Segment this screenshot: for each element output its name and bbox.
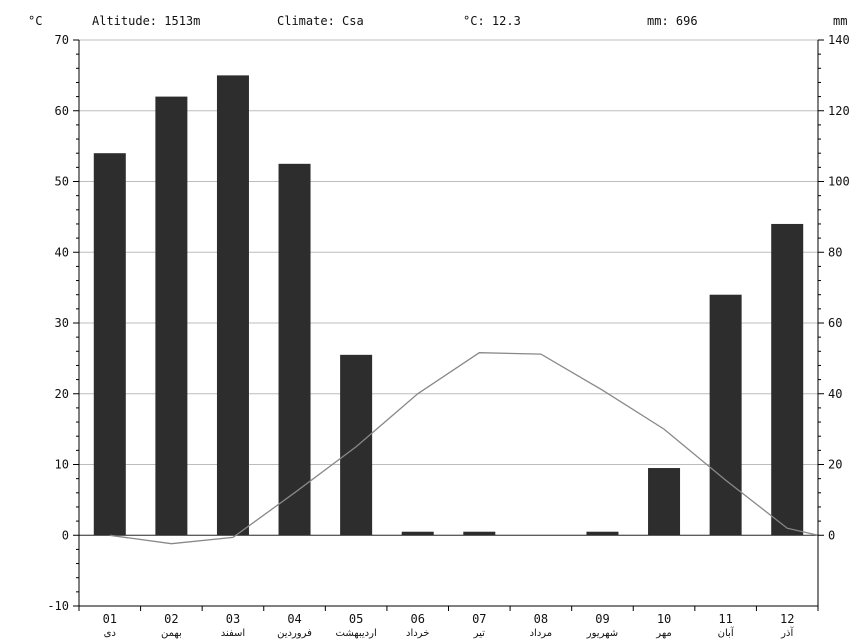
climate-label: Climate: Csa — [277, 14, 364, 28]
right-tick-label: 140 — [828, 33, 850, 47]
precip-bar — [278, 163, 311, 536]
month-name-label: آذر — [780, 626, 794, 639]
precip-bar — [340, 354, 373, 536]
right-tick-label: 80 — [828, 245, 842, 259]
right-tick-label: 20 — [828, 458, 842, 472]
month-name-label: تیر — [473, 628, 486, 639]
precip-bar — [93, 153, 126, 536]
month-number-label: 06 — [410, 612, 424, 626]
precip-bar — [155, 96, 188, 536]
precipitation-bars — [93, 75, 804, 536]
month-number-label: 09 — [595, 612, 609, 626]
right-tick-label: 100 — [828, 175, 850, 189]
precip-bar — [586, 531, 619, 536]
left-tick-label: -10 — [47, 599, 69, 613]
month-number-label: 05 — [349, 612, 363, 626]
precip-bar — [401, 531, 434, 536]
left-tick-label: 20 — [55, 387, 69, 401]
precip-bar — [463, 531, 496, 536]
temperature-line — [109, 352, 819, 545]
month-name-label: آبان — [718, 626, 735, 639]
left-tick-label: 10 — [55, 458, 69, 472]
month-name-label: شهریور — [586, 628, 618, 639]
precip-bar — [648, 468, 681, 536]
left-tick-label: 60 — [55, 104, 69, 118]
month-number-label: 11 — [718, 612, 732, 626]
precip-bar — [709, 294, 742, 536]
month-name-label: بهمن — [161, 628, 182, 639]
month-number-label: 08 — [534, 612, 548, 626]
month-number-label: 01 — [103, 612, 117, 626]
month-name-label: اسفند — [221, 628, 245, 639]
right-tick-label: 120 — [828, 104, 850, 118]
month-name-label: اردیبهشت — [336, 628, 377, 639]
altitude-label: Altitude: 1513m — [92, 14, 200, 28]
axes — [73, 39, 824, 611]
left-tick-label: 50 — [55, 175, 69, 189]
gridlines — [79, 39, 818, 536]
month-name-label: دی — [104, 628, 116, 639]
right-tick-label: 0 — [828, 528, 835, 542]
temperature-polyline — [109, 352, 819, 545]
left-unit-label: °C — [28, 14, 42, 28]
month-number-label: 10 — [657, 612, 671, 626]
left-tick-label: 40 — [55, 245, 69, 259]
month-name-label: فروردین — [277, 628, 312, 639]
month-number-label: 03 — [226, 612, 240, 626]
month-number-label: 04 — [287, 612, 301, 626]
tick-labels: -1001020304050607002040608010012014001دی… — [47, 33, 849, 639]
right-tick-label: 40 — [828, 387, 842, 401]
precip-bar — [216, 75, 249, 536]
month-number-label: 07 — [472, 612, 486, 626]
left-tick-label: 70 — [55, 33, 69, 47]
right-tick-label: 60 — [828, 316, 842, 330]
right-unit-label: mm — [833, 14, 847, 28]
precip-bar — [771, 223, 804, 536]
month-name-label: مهر — [655, 628, 671, 639]
left-tick-label: 30 — [55, 316, 69, 330]
left-tick-label: 0 — [62, 528, 69, 542]
mean-temp-label: °C: 12.3 — [463, 14, 521, 28]
month-name-label: خرداد — [406, 628, 429, 639]
annual-precip-label: mm: 696 — [647, 14, 698, 28]
month-name-label: مرداد — [530, 628, 553, 639]
month-number-label: 02 — [164, 612, 178, 626]
month-number-label: 12 — [780, 612, 794, 626]
